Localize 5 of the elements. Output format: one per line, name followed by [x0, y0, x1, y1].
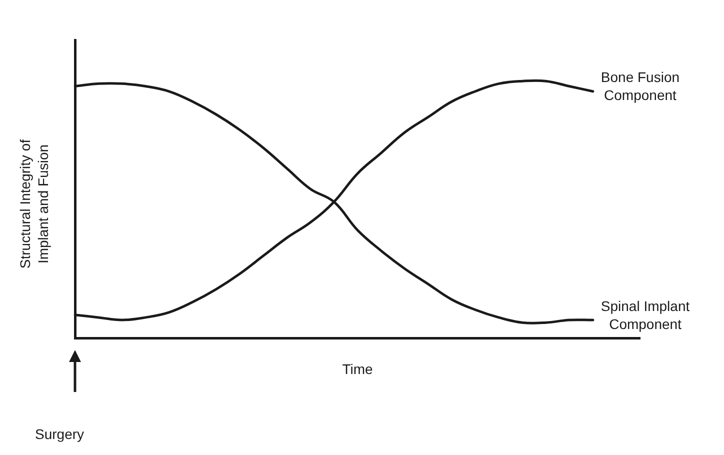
series-label: Spinal Implant Component: [600, 298, 690, 332]
series-label: Bone Fusion Component: [600, 69, 680, 104]
text: Surgery: [35, 426, 84, 442]
x-axis-title: Time: [342, 360, 374, 377]
y-axis-title: Structural Integrity of Implant and Fusion: [16, 139, 51, 269]
